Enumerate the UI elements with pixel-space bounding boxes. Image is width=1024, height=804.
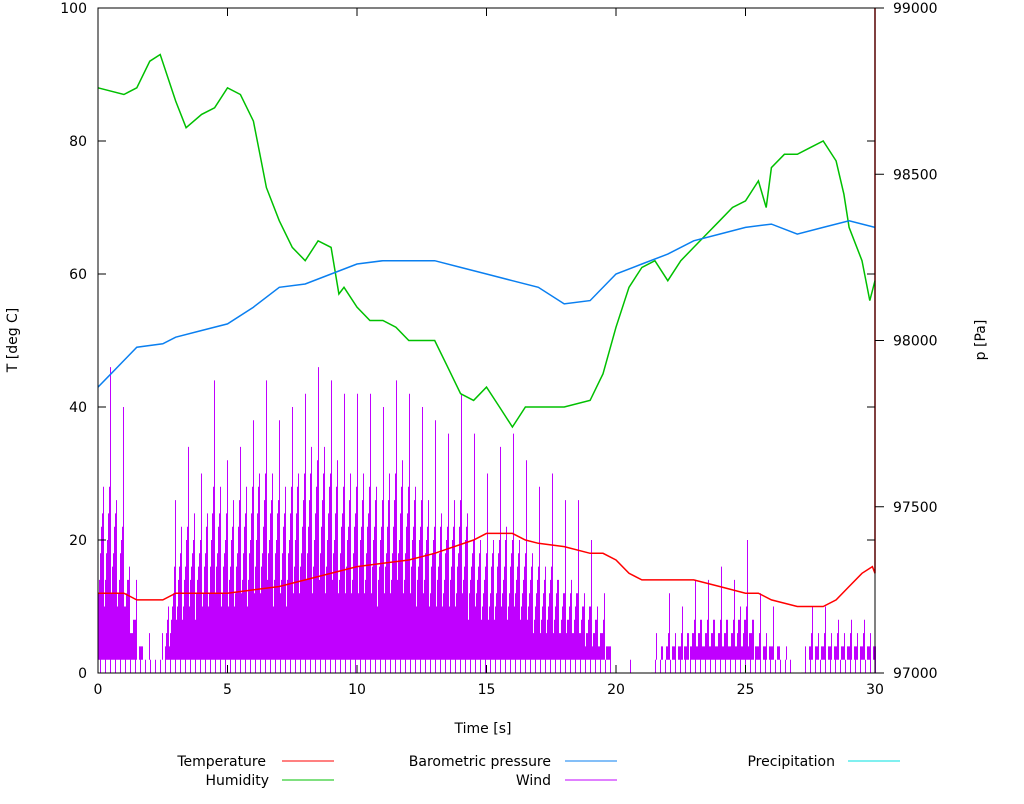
y2-tick-label: 98000 (893, 334, 938, 350)
y-tick-label: 80 (69, 134, 87, 150)
y-axis-label: T [deg C] (5, 308, 21, 374)
x-tick-label: 20 (607, 682, 625, 698)
y2-axis-label: p [Pa] (973, 320, 989, 361)
x-tick-label: 25 (737, 682, 755, 698)
legend-label-wind: Wind (516, 773, 551, 789)
series-barometric-pressure (97, 220, 876, 388)
legend-label-temperature: Temperature (176, 754, 266, 770)
plot-series (97, 8, 876, 673)
series-humidity (97, 53, 876, 429)
wind-trace (98, 367, 876, 673)
y2-tick-label: 97000 (893, 666, 938, 682)
x-tick-label: 10 (348, 682, 366, 698)
y-tick-label: 100 (60, 1, 87, 17)
y-tick-label: 0 (78, 666, 87, 682)
series-wind (98, 367, 876, 673)
legend-label-precipitation: Precipitation (747, 754, 835, 770)
legend: Temperature Humidity Barometric pressure… (176, 754, 900, 789)
x-tick-label: 0 (94, 682, 103, 698)
series-temperature (98, 8, 876, 608)
y2-tick-label: 98500 (893, 167, 938, 183)
legend-label-humidity: Humidity (206, 773, 269, 789)
x-tick-label: 15 (478, 682, 496, 698)
y2-tick-label: 97500 (893, 500, 938, 516)
axis-ticks: 0 5 10 15 20 25 30 0 20 40 60 80 100 97000 97500 98000 9… (60, 1, 937, 698)
legend-label-pressure: Barometric pressure (409, 754, 551, 770)
x-axis-label: Time [s] (454, 721, 512, 737)
y-tick-label: 20 (69, 533, 87, 549)
x-tick-label: 5 (223, 682, 232, 698)
x-tick-label: 30 (866, 682, 884, 698)
y-tick-label: 60 (69, 267, 87, 283)
y-tick-label: 40 (69, 400, 87, 416)
y2-tick-label: 99000 (893, 1, 938, 17)
